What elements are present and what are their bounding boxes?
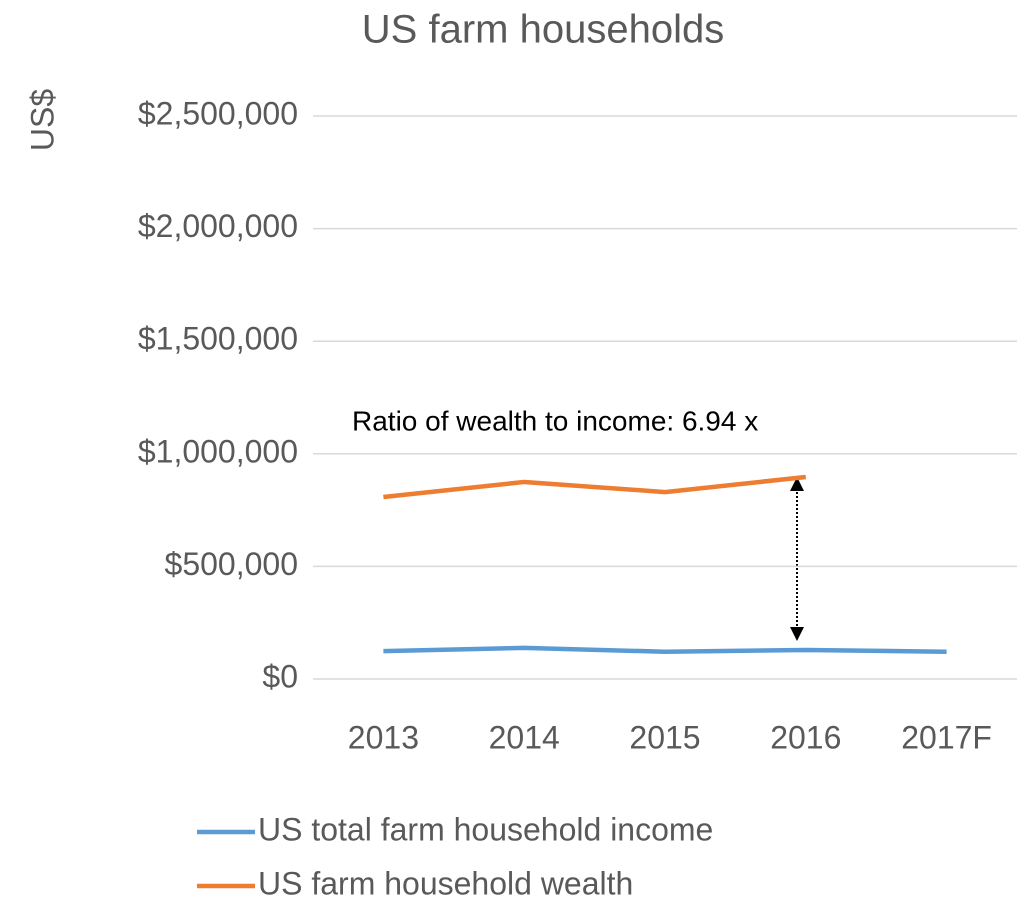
chart-title: US farm households — [362, 8, 724, 52]
y-tick-label: $0 — [262, 658, 298, 694]
y-tick-label: $2,000,000 — [138, 208, 298, 244]
y-axis-label: US$ — [24, 89, 60, 151]
legend-label: US total farm household income — [258, 811, 713, 847]
line-series — [383, 645, 947, 655]
line-series — [383, 474, 807, 500]
x-tick-label: 2013 — [348, 719, 419, 755]
y-tick-label: $1,500,000 — [138, 321, 298, 357]
annotation: Ratio of wealth to income: 6.94 x — [352, 405, 758, 436]
y-tick-label: $2,500,000 — [138, 95, 298, 131]
y-tick-label: $1,000,000 — [138, 433, 298, 469]
x-tick-label: 2014 — [489, 719, 560, 755]
x-tick-label: 2017F — [901, 719, 992, 755]
x-tick-label: 2016 — [770, 719, 841, 755]
x-tick-label: 2015 — [629, 719, 700, 755]
y-tick-label: $500,000 — [165, 546, 298, 582]
legend-label: US farm household wealth — [258, 865, 633, 901]
